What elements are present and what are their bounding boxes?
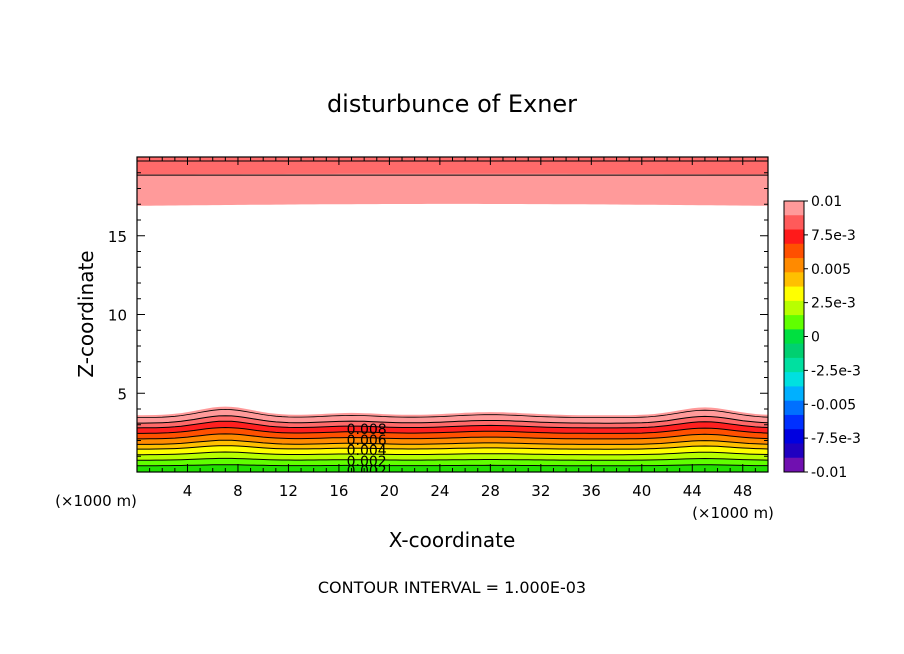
x-axis-label: X-coordinate [389, 528, 516, 552]
lower-contour-line-3 [137, 426, 768, 434]
lower-contour-line-4 [137, 433, 768, 440]
lower-contour-line-7 [137, 451, 768, 456]
contour-label: 0.002 [347, 464, 387, 480]
y-tick-label: 5 [117, 385, 127, 403]
lower-contour-line-5 [137, 439, 768, 445]
y-tick-labels: 5 10 15 [108, 228, 127, 404]
colorbar-label: 0.005 [811, 262, 851, 278]
colorbar-swatch [784, 414, 804, 430]
colorbar-swatch [784, 315, 804, 330]
colorbar-swatch [784, 286, 804, 302]
colorbar-swatch [784, 372, 804, 387]
colorbar-label: 7.5e-3 [811, 228, 856, 244]
lower-contour-line-top [137, 408, 768, 418]
lower-contour-line-9 [137, 464, 768, 467]
colorbar-swatch [784, 343, 804, 359]
y-tick-label: 15 [108, 228, 127, 246]
x-tick-label: 16 [329, 482, 348, 500]
colorbar-label: 0.01 [811, 194, 842, 210]
colorbar-swatch [784, 201, 804, 216]
colorbar-label: -7.5e-3 [811, 431, 861, 447]
x-tick-label: 48 [733, 482, 752, 500]
x-tick-label: 24 [430, 482, 449, 500]
contour-label: 0.008 [347, 422, 387, 438]
colorbar-swatch [784, 443, 804, 459]
x-tick-label: 44 [683, 482, 702, 500]
colorbar-label: 2.5e-3 [811, 296, 856, 312]
lower-contour-line-2 [137, 420, 768, 429]
contour-interval-footer: CONTOUR INTERVAL = 1.000E-03 [318, 578, 586, 597]
y-unit-label: (×1000 m) [55, 492, 137, 510]
contour-label: 0.004 [347, 443, 387, 459]
colorbar-swatch [784, 400, 804, 416]
x-tick-label: 32 [531, 482, 550, 500]
colorbar-swatch [784, 300, 804, 316]
contour-label: 0.002 [347, 454, 387, 470]
x-tick-label: 4 [183, 482, 193, 500]
x-tick-label: 12 [279, 482, 298, 500]
colorbar-swatch [784, 429, 804, 444]
colorbar-swatch [784, 357, 804, 373]
x-tick-label: 8 [233, 482, 243, 500]
lower-contour-line-1 [137, 415, 768, 424]
lower-contour-line-8 [137, 457, 768, 461]
colorbar-swatch [784, 243, 804, 259]
x-tick-label: 20 [380, 482, 399, 500]
colorbar-swatch [784, 258, 804, 273]
chart-title: disturbunce of Exner [327, 90, 577, 118]
x-tick-label: 28 [481, 482, 500, 500]
x-tick-label: 40 [632, 482, 651, 500]
colorbar-swatch [784, 386, 804, 402]
x-unit-label: (×1000 m) [692, 504, 774, 522]
colorbar-swatch [784, 457, 804, 473]
x-tick-label: 36 [582, 482, 601, 500]
colorbar-label: -2.5e-3 [811, 363, 861, 379]
y-tick-label: 10 [108, 307, 127, 325]
colorbar: 0.01 7.5e-3 0.005 2.5e-3 0 -2.5e-3 -0.005 -7.5e… [783, 194, 861, 481]
colorbar-label: 0 [811, 330, 820, 346]
axis-ticks [136, 156, 769, 473]
colorbar-swatch [784, 329, 804, 345]
colorbar-swatch [784, 272, 804, 288]
lower-contour-line-6 [137, 445, 768, 450]
colorbar-label: -0.01 [811, 465, 847, 481]
colorbar-swatch [784, 215, 804, 231]
x-tick-labels: 4 8 12 16 20 24 28 32 36 40 44 48 [183, 482, 753, 500]
contour-label: 0.006 [347, 433, 387, 449]
y-axis-label: Z-coordinate [74, 250, 98, 377]
colorbar-swatch [784, 229, 804, 245]
colorbar-label: -0.005 [811, 397, 856, 413]
